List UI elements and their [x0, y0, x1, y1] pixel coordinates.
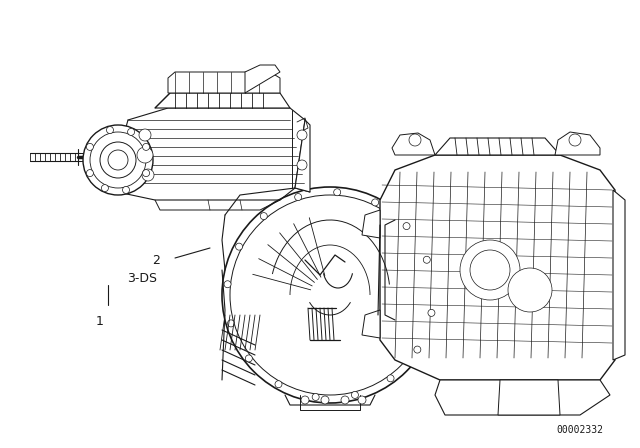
Circle shape	[137, 147, 153, 163]
Circle shape	[333, 189, 340, 196]
Circle shape	[143, 143, 150, 151]
Circle shape	[86, 143, 93, 151]
Text: 00002332: 00002332	[557, 425, 604, 435]
Polygon shape	[155, 93, 290, 108]
Circle shape	[321, 396, 329, 404]
Circle shape	[90, 132, 146, 188]
Circle shape	[428, 310, 435, 316]
Text: 2: 2	[152, 254, 160, 267]
Circle shape	[351, 392, 358, 398]
Polygon shape	[392, 133, 435, 155]
Circle shape	[508, 268, 552, 312]
Circle shape	[106, 126, 113, 134]
Circle shape	[312, 393, 319, 401]
Circle shape	[301, 396, 309, 404]
Circle shape	[122, 186, 129, 194]
Polygon shape	[555, 132, 600, 155]
Circle shape	[100, 142, 136, 178]
Circle shape	[260, 213, 268, 220]
Circle shape	[86, 170, 93, 177]
Polygon shape	[380, 155, 615, 380]
Polygon shape	[613, 190, 625, 360]
Circle shape	[387, 375, 394, 382]
Polygon shape	[498, 380, 560, 415]
Circle shape	[227, 320, 234, 327]
Circle shape	[460, 240, 520, 300]
Circle shape	[222, 187, 438, 403]
Circle shape	[127, 129, 134, 135]
Circle shape	[108, 150, 128, 170]
Polygon shape	[435, 380, 610, 415]
Circle shape	[245, 355, 252, 362]
Circle shape	[358, 396, 366, 404]
Polygon shape	[168, 72, 280, 93]
Circle shape	[372, 199, 379, 206]
Circle shape	[297, 130, 307, 140]
Polygon shape	[435, 138, 560, 155]
Circle shape	[414, 346, 421, 353]
Polygon shape	[245, 65, 280, 93]
Text: 3-DS: 3-DS	[127, 271, 157, 284]
Circle shape	[101, 185, 108, 192]
Polygon shape	[362, 210, 380, 238]
Circle shape	[423, 256, 430, 263]
Text: 1: 1	[96, 315, 104, 328]
Circle shape	[139, 129, 151, 141]
Circle shape	[83, 125, 153, 195]
Circle shape	[297, 160, 307, 170]
Polygon shape	[295, 120, 310, 192]
Circle shape	[275, 381, 282, 388]
Circle shape	[236, 243, 243, 250]
Circle shape	[224, 281, 231, 288]
Circle shape	[143, 170, 150, 177]
Circle shape	[294, 194, 301, 201]
Circle shape	[569, 134, 581, 146]
Circle shape	[403, 223, 410, 229]
Circle shape	[142, 169, 154, 181]
Circle shape	[409, 134, 421, 146]
Circle shape	[341, 396, 349, 404]
Polygon shape	[362, 310, 380, 338]
Circle shape	[230, 195, 430, 395]
Circle shape	[470, 250, 510, 290]
